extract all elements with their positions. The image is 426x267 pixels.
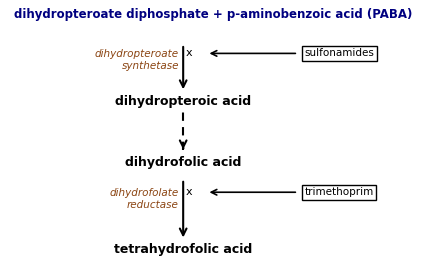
Text: sulfonamides: sulfonamides bbox=[305, 48, 374, 58]
Text: dihydropteroate diphosphate + p-aminobenzoic acid (PABA): dihydropteroate diphosphate + p-aminoben… bbox=[14, 8, 412, 21]
Text: dihydropteroate
synthetase: dihydropteroate synthetase bbox=[95, 49, 179, 71]
Text: tetrahydrofolic acid: tetrahydrofolic acid bbox=[114, 243, 252, 256]
Text: x: x bbox=[185, 48, 192, 58]
Text: dihydropteroic acid: dihydropteroic acid bbox=[115, 95, 251, 108]
Text: trimethoprim: trimethoprim bbox=[305, 187, 374, 197]
Text: x: x bbox=[185, 187, 192, 197]
Text: dihydrofolic acid: dihydrofolic acid bbox=[125, 156, 242, 169]
Text: dihydrofolate
reductase: dihydrofolate reductase bbox=[109, 188, 179, 210]
